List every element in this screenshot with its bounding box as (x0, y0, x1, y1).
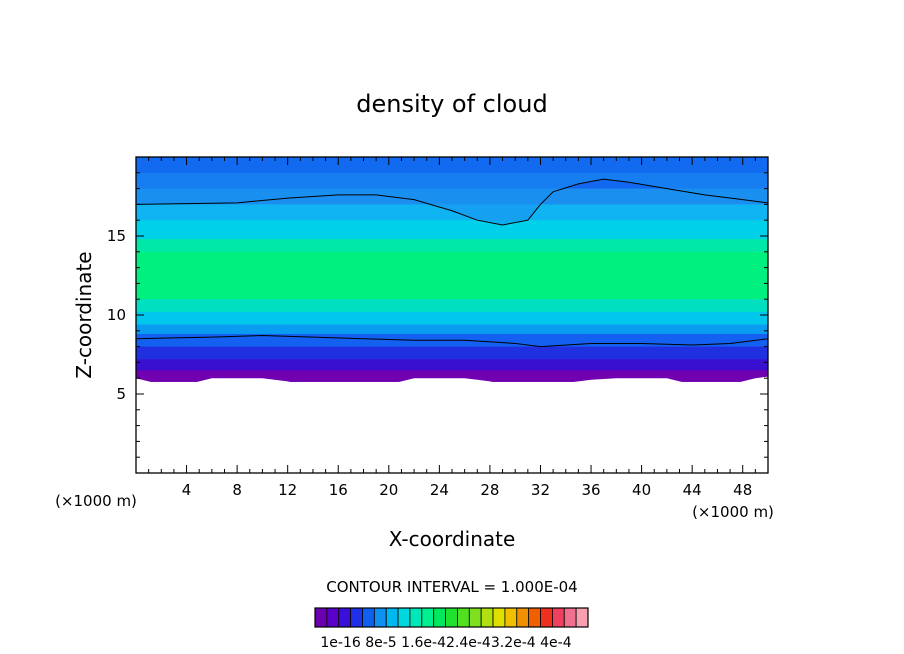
z-unit-label: (×1000 m) (55, 492, 137, 510)
colorbar-labels: 1e-16 8e-5 1.6e-42.4e-43.2e-4 4e-4 (320, 635, 571, 651)
density-band-3 (136, 204, 768, 221)
x-tick-label: 28 (480, 481, 499, 499)
density-band-5 (136, 239, 768, 253)
colorbar-swatch-8 (409, 607, 423, 628)
colorbar-swatch-6 (385, 607, 399, 628)
chart-title: density of cloud (356, 90, 547, 118)
colorbar-swatch-10 (433, 607, 446, 628)
x-tick-label: 16 (329, 481, 348, 499)
colorbar-swatch-21 (563, 607, 577, 628)
colorbar-swatch-15 (492, 607, 506, 628)
x-tick-label: 36 (581, 481, 600, 499)
colorbar-swatch-18 (528, 607, 541, 628)
colorbar-swatch-16 (504, 607, 518, 628)
density-band-12 (136, 359, 768, 371)
y-tick-label: 5 (116, 385, 126, 403)
x-axis-label: X-coordinate (389, 527, 516, 551)
colorbar-swatch-22 (575, 607, 589, 628)
colorbar-swatch-3 (350, 607, 363, 628)
colorbar-swatch-4 (362, 607, 375, 628)
x-tick-label: 12 (278, 481, 297, 499)
density-band-7 (136, 299, 768, 313)
x-tick-label: 44 (683, 481, 702, 499)
x-tick-label: 24 (430, 481, 449, 499)
colorbar-swatch-9 (421, 607, 435, 628)
density-band-13 (136, 370, 768, 382)
colorbar-swatch-1 (326, 607, 340, 628)
x-tick-label: 20 (379, 481, 398, 499)
y-tick-label: 15 (107, 227, 126, 245)
lower-contour-line (136, 335, 768, 348)
colorbar-swatch-7 (397, 607, 411, 628)
colorbar-swatch-2 (338, 607, 352, 628)
y-axis-label: Z-coordinate (72, 251, 96, 378)
upper-layer-shading (136, 157, 768, 225)
x-axis: 4 8 12 16 20 24 28 32 36 40 44 48 (148, 157, 756, 499)
colorbar (314, 607, 589, 628)
y-tick-label: 10 (107, 306, 126, 324)
colorbar-swatch-13 (468, 607, 482, 628)
colorbar-swatch-14 (480, 607, 494, 628)
density-band-6 (136, 251, 768, 300)
x-tick-label: 8 (232, 481, 242, 499)
density-band-8 (136, 311, 768, 326)
density-band-9 (136, 324, 768, 335)
colorbar-swatch-11 (445, 607, 458, 628)
density-band-11 (136, 346, 768, 360)
colorbar-swatch-20 (551, 607, 565, 628)
y-axis: 5 10 15 (107, 172, 768, 458)
upper-contour-line (136, 178, 768, 226)
contour-interval-text: CONTOUR INTERVAL = 1.000E-04 (326, 578, 577, 596)
x-tick-label: 4 (182, 481, 192, 499)
colorbar-swatch-12 (457, 607, 470, 628)
x-tick-label: 40 (632, 481, 651, 499)
cloud-free-region (136, 376, 768, 473)
x-unit-label: (×1000 m) (692, 503, 774, 521)
density-field (136, 157, 768, 473)
contour-lines (136, 178, 768, 348)
colorbar-swatch-17 (516, 607, 530, 628)
colorbar-swatch-5 (373, 607, 387, 628)
x-tick-label: 32 (531, 481, 550, 499)
density-band-4 (136, 220, 768, 240)
colorbar-swatch-19 (540, 607, 553, 628)
colorbar-swatch-0 (314, 607, 328, 628)
x-tick-label: 48 (733, 481, 752, 499)
colorbar-frame (314, 607, 589, 628)
